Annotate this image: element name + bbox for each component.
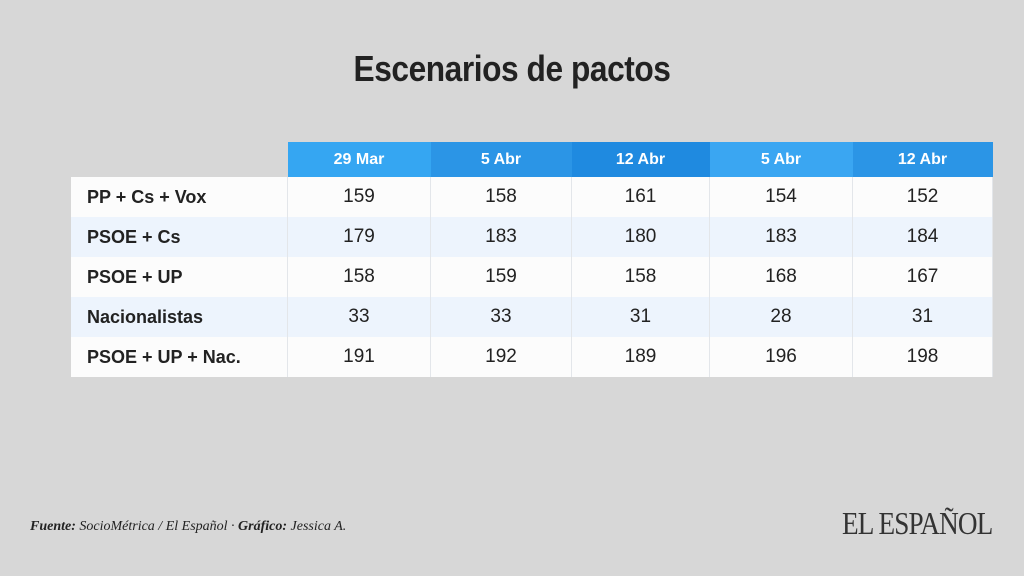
column-header: 5 Abr bbox=[709, 142, 853, 177]
value-cell: 33 bbox=[430, 297, 572, 337]
value-cell: 189 bbox=[571, 337, 710, 377]
table-row: PSOE + UP 158 159 158 168 167 bbox=[71, 257, 993, 297]
row-label: PSOE + UP + Nac. bbox=[71, 337, 288, 377]
value-cell: 183 bbox=[430, 217, 572, 257]
value-cell: 154 bbox=[709, 177, 853, 217]
value-cell: 180 bbox=[571, 217, 710, 257]
column-header: 29 Mar bbox=[287, 142, 431, 177]
value-cell: 158 bbox=[571, 257, 710, 297]
value-cell: 192 bbox=[430, 337, 572, 377]
table-row: Nacionalistas 33 33 31 28 31 bbox=[71, 297, 993, 337]
table-row: PP + Cs + Vox 159 158 161 154 152 bbox=[71, 177, 993, 217]
value-cell: 31 bbox=[852, 297, 993, 337]
table-row: PSOE + UP + Nac. 191 192 189 196 198 bbox=[71, 337, 993, 377]
value-cell: 179 bbox=[287, 217, 431, 257]
value-cell: 161 bbox=[571, 177, 710, 217]
chart-title: Escenarios de pactos bbox=[353, 48, 671, 89]
value-cell: 158 bbox=[430, 177, 572, 217]
value-cell: 158 bbox=[287, 257, 431, 297]
value-cell: 196 bbox=[709, 337, 853, 377]
value-cell: 159 bbox=[430, 257, 572, 297]
column-header: 12 Abr bbox=[852, 142, 993, 177]
value-cell: 191 bbox=[287, 337, 431, 377]
row-label: PP + Cs + Vox bbox=[71, 177, 288, 217]
value-cell: 31 bbox=[571, 297, 710, 337]
footer-credits: Fuente: SocioMétrica / El Español · Gráf… bbox=[30, 519, 346, 535]
pacts-table: 29 Mar 5 Abr 12 Abr 5 Abr 12 Abr PP + Cs + V… bbox=[71, 142, 993, 377]
value-cell: 33 bbox=[287, 297, 431, 337]
corner-cell bbox=[71, 142, 288, 177]
value-cell: 167 bbox=[852, 257, 993, 297]
value-cell: 152 bbox=[852, 177, 993, 217]
source-text: SocioMétrica / El Español · bbox=[79, 519, 239, 534]
value-cell: 159 bbox=[287, 177, 431, 217]
row-label: PSOE + Cs bbox=[71, 217, 288, 257]
graphic-label: Gráfico: bbox=[238, 519, 288, 534]
graphic-author: Jessica A. bbox=[290, 519, 347, 534]
value-cell: 183 bbox=[709, 217, 853, 257]
row-label: PSOE + UP bbox=[71, 257, 288, 297]
column-header: 5 Abr bbox=[430, 142, 572, 177]
row-label: Nacionalistas bbox=[71, 297, 288, 337]
value-cell: 184 bbox=[852, 217, 993, 257]
column-header: 12 Abr bbox=[571, 142, 710, 177]
value-cell: 28 bbox=[709, 297, 853, 337]
el-espanol-logo: EL ESPAÑOL bbox=[842, 505, 993, 541]
table-row: PSOE + Cs 179 183 180 183 184 bbox=[71, 217, 993, 257]
source-label: Fuente: bbox=[30, 519, 76, 534]
value-cell: 168 bbox=[709, 257, 853, 297]
value-cell: 198 bbox=[852, 337, 993, 377]
